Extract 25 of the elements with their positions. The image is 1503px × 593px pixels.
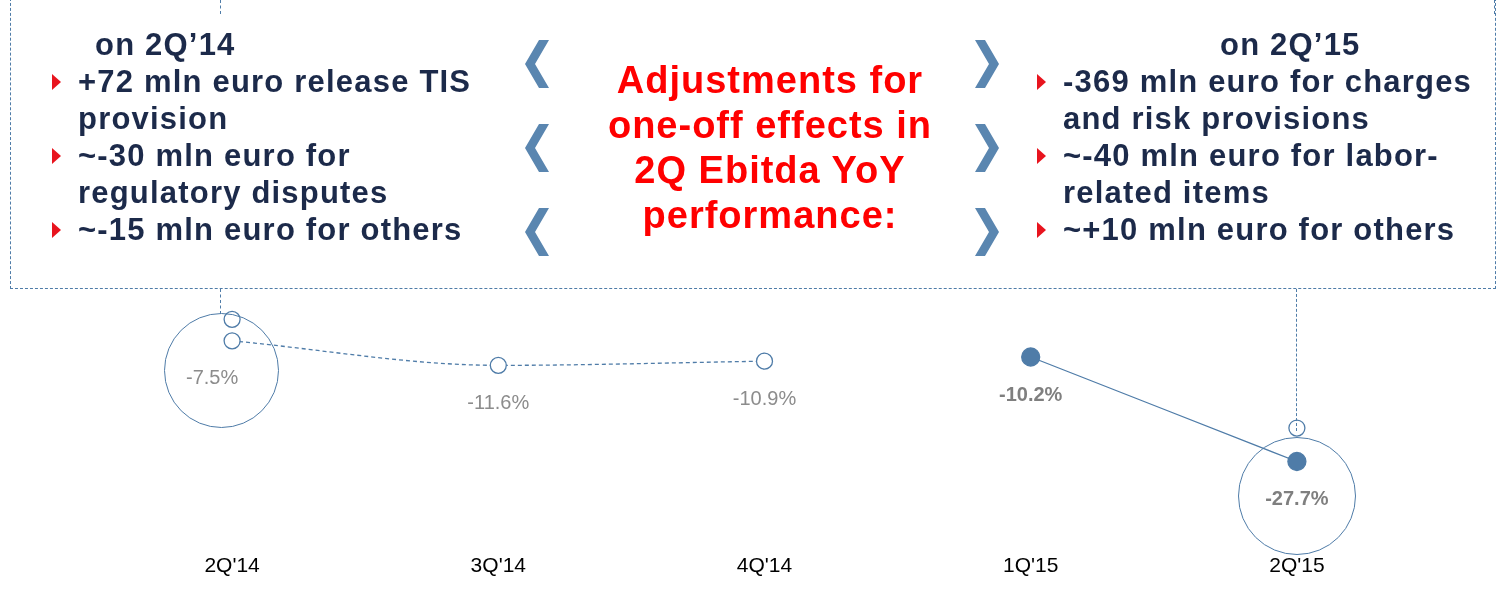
point [755,352,774,370]
data-label: -10.2% [999,382,1063,405]
data-label: -27.7% [1265,487,1329,510]
text: on 2Q’14 [94,26,237,63]
x-tick-label: 4Q'14 [736,553,793,577]
x-tick-label: 1Q'15 [1003,553,1059,577]
data-label: -10.9% [732,386,797,409]
point [1287,451,1307,472]
chart-title: Adjustments for one-off effects in 2Q Ebitda YoY performance: [606,58,934,238]
text: -369 mln euro for charges and risk provisions [1063,64,1473,136]
point [1288,419,1306,437]
text: +72 mln euro release TIS provision [78,64,472,136]
point [1021,347,1041,367]
data-label: -11.6% [467,390,530,413]
text: ~-40 mln euro for labor-related items [1063,138,1439,210]
x-tick-label: 3Q'14 [470,553,527,577]
point [223,332,241,350]
x-tick-label: 2Q'15 [1269,553,1325,577]
text: on 2Q’15 [1219,26,1362,63]
text: ~-30 mln euro for regulatory disputes [78,138,389,210]
x-tick-label: 2Q'14 [204,553,261,577]
text: ~+10 mln euro for others [1063,212,1456,247]
data-label: -7.5% [185,366,239,389]
point [489,356,507,374]
text: ~-15 mln euro for others [78,212,463,247]
